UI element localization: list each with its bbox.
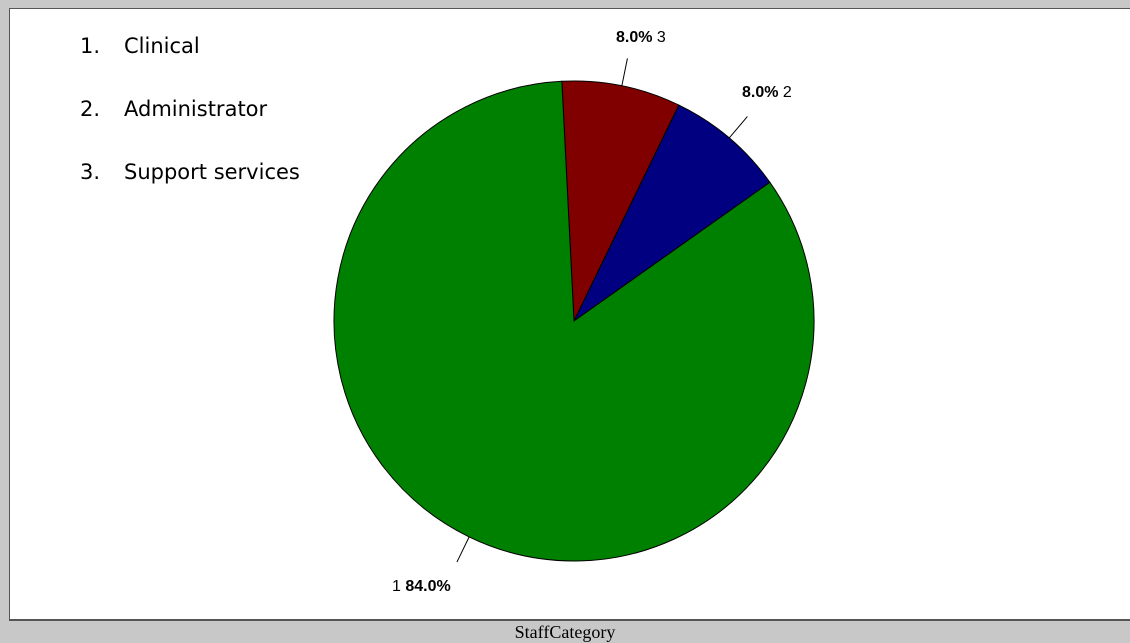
slice-category-label: 1 xyxy=(392,578,401,595)
leader-line-3 xyxy=(621,58,628,86)
pie-slice-2 xyxy=(573,104,771,322)
legend-item-support-services: 3. Support services xyxy=(80,154,300,217)
legend-item-number: 1. xyxy=(80,34,101,58)
slice-percent-label: 84.0% xyxy=(405,578,450,595)
legend-item-label: Administrator xyxy=(124,97,268,121)
slice-percent-label: 8.0% xyxy=(616,29,652,46)
leader-line-1 xyxy=(456,536,470,563)
pie-slice-3 xyxy=(561,80,680,322)
pie-slice-1 xyxy=(333,80,815,562)
slice-label-1: 1 84.0% xyxy=(392,578,451,595)
slice-label-3: 8.0% 3 xyxy=(616,29,666,46)
legend-item-administrator: 2. Administrator xyxy=(80,91,300,154)
slice-percent-label: 8.0% xyxy=(742,84,778,101)
slice-category-label: 3 xyxy=(657,29,666,46)
legend: 1. Clinical 2. Administrator 3. Support ser… xyxy=(80,28,300,217)
legend-item-number: 2. xyxy=(80,97,101,121)
legend-item-label: Clinical xyxy=(124,34,200,58)
legend-item-clinical: 1. Clinical xyxy=(80,28,300,91)
slice-category-label: 2 xyxy=(783,84,792,101)
leader-line-2 xyxy=(728,116,748,139)
chart-title: StaffCategory xyxy=(514,622,616,642)
legend-item-label: Support services xyxy=(124,160,300,184)
legend-item-number: 3. xyxy=(80,160,101,184)
slice-label-2: 8.0% 2 xyxy=(742,84,792,101)
